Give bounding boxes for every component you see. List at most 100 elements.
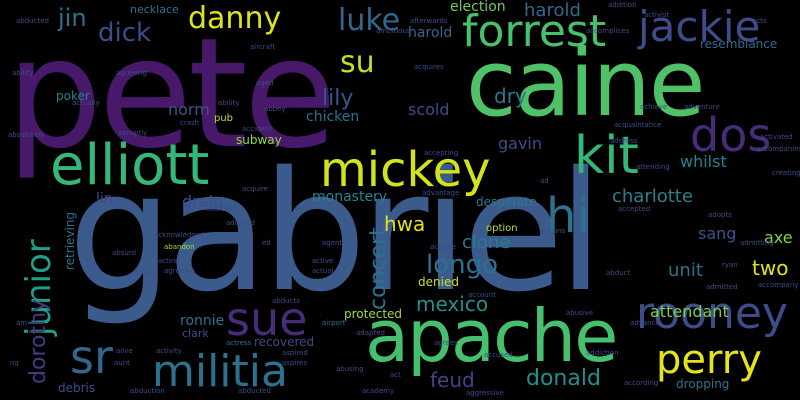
- word-dos: dos: [690, 108, 772, 162]
- word-whilst: whilst: [680, 152, 727, 171]
- word-election: election: [450, 0, 506, 15]
- word-agreeing: agreeing: [116, 69, 147, 77]
- word-agent: agent: [322, 239, 343, 247]
- word-acts: acts: [752, 17, 767, 25]
- word-clone: clone: [462, 232, 511, 253]
- word-abduction: abduction: [130, 387, 165, 395]
- word-monastery: monastery: [312, 189, 388, 205]
- word-militia: militia: [152, 346, 288, 397]
- word-according: according: [624, 379, 659, 387]
- word-adopts: adopts: [708, 211, 732, 219]
- word-acquire: acquire: [242, 185, 268, 193]
- word-active: active: [312, 257, 334, 265]
- word-dropping: dropping: [676, 377, 730, 391]
- word-achieve: achieve: [640, 103, 668, 111]
- word-actual: actual: [312, 267, 334, 275]
- word-acknowledges: acknowledges: [154, 231, 204, 239]
- word-dick: dick: [98, 18, 152, 48]
- word-absurd: absurd: [112, 249, 137, 257]
- word-ambitious: ambitious: [376, 27, 411, 35]
- word-axe: axe: [764, 228, 793, 247]
- word-sr: sr: [70, 330, 113, 384]
- word-curses: curses: [134, 269, 157, 277]
- word-absolutely: absolutely: [8, 131, 45, 139]
- word-accomplices: accomplices: [586, 27, 630, 35]
- word-kit: kit: [574, 126, 639, 186]
- word-charlotte: charlotte: [612, 186, 693, 207]
- word-accompanies: accompanies: [756, 145, 800, 153]
- word-accepting: accepting: [424, 149, 459, 157]
- word-aspires: aspires: [282, 359, 308, 367]
- word-dorothy: harold: [524, 0, 581, 21]
- word-advantage: advantage: [422, 189, 460, 197]
- word-abbey: abbey: [264, 105, 286, 113]
- word-two: two: [752, 256, 789, 280]
- word-actions: actions: [540, 227, 566, 235]
- word-elliott: elliott: [50, 133, 210, 198]
- word-adopted: adopted: [226, 219, 255, 227]
- word-aunt: aunt: [114, 359, 130, 367]
- word-ng: ng: [10, 359, 19, 367]
- word-mexico: mexico: [416, 292, 489, 316]
- word-creating: creating: [772, 169, 800, 177]
- word-option: option: [486, 223, 518, 234]
- word-lily: lily: [322, 86, 354, 111]
- word-jill: jill: [202, 231, 216, 245]
- word-sue: sue: [226, 292, 308, 346]
- word-ability: ability: [218, 99, 240, 107]
- word-debris: debris: [58, 381, 96, 395]
- word-activated: activated: [760, 133, 793, 141]
- word-ed: ed: [262, 239, 271, 247]
- word-abducted-2: abducted: [16, 17, 49, 25]
- word-apache: apache: [365, 294, 618, 378]
- word-mickey: mickey: [320, 142, 491, 198]
- word-addiction: addiction: [586, 349, 619, 357]
- word-aspired: aspired: [282, 349, 308, 357]
- word-addition: addition: [608, 1, 637, 9]
- word-abandon: abandon: [164, 243, 195, 251]
- word-crash: crash: [180, 119, 200, 127]
- word-accident: accident: [242, 125, 272, 133]
- word-chicken: chicken: [306, 109, 360, 125]
- word-resemblance: resemblance: [700, 37, 778, 51]
- word-aged: aged: [256, 79, 274, 87]
- word-agrees: agrees: [434, 339, 458, 347]
- word-retrieving: retrieving: [63, 211, 77, 270]
- word-adapted: adapted: [356, 329, 385, 337]
- word-advance: advance: [630, 319, 660, 327]
- word-afterwards: afterwards: [410, 17, 448, 25]
- word-acquaintance: acquaintance: [614, 121, 662, 129]
- word-drain: drain: [182, 192, 224, 211]
- word-ryan: ryan: [722, 261, 738, 269]
- word-poker: poker: [56, 89, 90, 103]
- word-address: address: [610, 137, 638, 145]
- word-abusing: abusing: [336, 365, 364, 373]
- word-addition-2: addition: [206, 205, 235, 213]
- word-pub: pub: [214, 113, 234, 124]
- word-scold: scold: [408, 100, 450, 119]
- word-rooney: rooney: [636, 288, 788, 339]
- word-accepted: accepted: [618, 205, 651, 213]
- word-attendant: attendant: [650, 302, 729, 321]
- word-sang: sang: [698, 224, 737, 243]
- word-aircraft: aircraft: [250, 43, 276, 51]
- word-harold: harold: [408, 25, 453, 41]
- word-admitting: admitting: [740, 239, 774, 247]
- word-necklace: necklace: [130, 3, 179, 16]
- word-hi: hi: [546, 188, 590, 244]
- word-caine: caine: [466, 30, 705, 137]
- word-dry: dry: [494, 84, 527, 108]
- word-acquire-2: acquire: [430, 243, 456, 251]
- word-su: su: [340, 45, 375, 80]
- word-clark: clark: [182, 327, 209, 340]
- word-academy: academy: [362, 387, 395, 395]
- word-abruptly: abruptly: [118, 129, 148, 137]
- word-acquires: acquires: [414, 63, 444, 71]
- word-account: account: [468, 291, 496, 299]
- word-activist: activist: [644, 11, 670, 19]
- word-ronnie: ronnie: [180, 313, 225, 329]
- word-unit: unit: [668, 260, 703, 281]
- word-longo: longo: [426, 250, 499, 280]
- word-donald: donald: [526, 366, 601, 391]
